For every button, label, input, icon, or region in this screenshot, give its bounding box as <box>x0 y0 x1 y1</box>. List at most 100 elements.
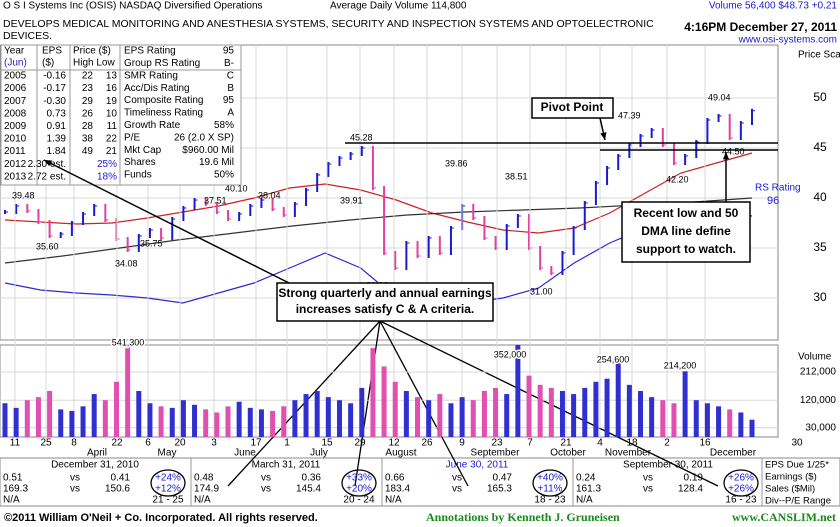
volume-bar <box>426 400 432 437</box>
month-label: September <box>471 448 521 459</box>
date-label: 15 <box>321 438 333 449</box>
volume-bar <box>314 391 320 437</box>
rating-value: 95 <box>223 46 235 57</box>
arrow-head <box>44 160 52 167</box>
volume-bar <box>58 409 64 437</box>
volume-tick-label: 120,000 <box>800 395 837 406</box>
callout-text: increases satisfy C & A criteria. <box>296 302 475 316</box>
table-cell: 13 <box>106 71 118 82</box>
website: www.osi-systems.com <box>738 35 837 46</box>
volume-bar <box>258 409 264 437</box>
quarter-prior: 0.19 <box>684 473 704 484</box>
table-cell: 2012 <box>4 159 27 170</box>
quarter-prior: 0.36 <box>302 473 322 484</box>
price-label: 49.04 <box>708 92 731 102</box>
table-cell: 23 <box>82 83 94 94</box>
table-cell: 38 <box>82 134 94 145</box>
volume-bar <box>704 403 710 437</box>
volume-bar <box>582 387 588 437</box>
volume-bar <box>192 404 198 437</box>
quarter-div: N/A <box>194 495 211 506</box>
rating-name: EPS Rating <box>124 46 176 57</box>
table-header: (Jun) <box>4 58 27 69</box>
date-label: 30 <box>791 438 803 449</box>
quarter-change: +26% <box>728 473 754 484</box>
table-cell: -0.17 <box>43 83 66 94</box>
price-label: 35.60 <box>36 241 59 251</box>
volume-bar <box>493 387 499 437</box>
volume-bar <box>571 394 577 437</box>
description: DEVICES. <box>3 30 52 42</box>
volume-bar <box>169 407 175 437</box>
rating-value: C <box>227 70 234 81</box>
rating-name: Composite Rating <box>124 95 203 106</box>
description: DEVELOPS MEDICAL MONITORING AND ANESTHES… <box>3 18 654 30</box>
y-tick-label: 45 <box>813 140 827 154</box>
date-label: 11 <box>10 438 21 449</box>
month-label: May <box>158 448 177 459</box>
volume-bar <box>303 394 309 437</box>
table-cell: 19 <box>106 96 118 107</box>
price-label: 39.86 <box>445 158 468 168</box>
quarter-change: +20% <box>346 484 372 495</box>
quarter-div: N/A <box>576 495 593 506</box>
y-tick-label: 35 <box>813 240 827 254</box>
table-cell: -0.16 <box>43 71 66 82</box>
volume-bar <box>392 381 398 437</box>
volume-bar <box>158 406 164 437</box>
month-label: August <box>385 448 416 459</box>
volume-peak-label: 541,300 <box>112 337 145 347</box>
volume-bar <box>415 397 421 437</box>
volume-bar <box>247 407 253 437</box>
rating-value: A <box>227 108 234 119</box>
volume-bar <box>203 409 209 437</box>
table-cell: 10 <box>106 108 118 119</box>
volume-bar <box>515 345 521 437</box>
table-cell: 25% <box>97 159 117 170</box>
date-label: 20 <box>174 438 186 449</box>
price-label: 47.39 <box>618 110 641 120</box>
date-label: 22 <box>111 438 123 449</box>
volume-bar <box>125 345 131 437</box>
price-label: 39.48 <box>12 190 35 200</box>
volume-bar <box>738 412 744 437</box>
date-label: 12 <box>388 438 400 449</box>
volume-bar <box>270 410 276 437</box>
volume-bar <box>292 400 298 437</box>
rating-value: 95 <box>223 95 235 106</box>
table-cell: 28 <box>82 121 94 132</box>
vs: vs <box>452 484 462 495</box>
table-cell: -0.30 <box>43 96 66 107</box>
volume-bar <box>147 403 153 437</box>
date-label: 6 <box>145 438 151 449</box>
rating-name: P/E <box>124 132 140 143</box>
volume-bar <box>459 397 465 437</box>
rating-name: SMR Rating <box>124 70 178 81</box>
price-scale-label: Price Scale <box>798 50 840 61</box>
volume-bar <box>638 391 644 437</box>
table-cell: 22 <box>82 71 94 82</box>
quarter-period: March 31, 2011 <box>252 460 321 471</box>
date-label: 7 <box>527 438 533 449</box>
rating-name: Shares <box>124 157 156 168</box>
volume-bar <box>13 407 19 437</box>
callout-line <box>354 320 381 487</box>
quarter-pe: 20 - 24 <box>343 495 375 506</box>
rating-value: $960.00 Mil <box>182 145 234 156</box>
volume-bar <box>381 366 387 437</box>
table-cell: 2008 <box>4 108 27 119</box>
table-cell: 22 <box>106 134 118 145</box>
quarter-pe: 16 - 23 <box>725 495 757 506</box>
quarter-panel <box>0 457 840 507</box>
volume-bar <box>526 375 532 437</box>
table-cell: 0.91 <box>47 121 67 132</box>
date-label: 8 <box>71 438 77 449</box>
volume-bar <box>559 391 565 437</box>
table-cell: 2009 <box>4 121 27 132</box>
volume-bar <box>325 397 331 437</box>
table-cell: 2005 <box>4 71 27 82</box>
callout-line <box>379 320 469 487</box>
volume-bar <box>91 394 97 437</box>
month-label: June <box>234 448 256 459</box>
rating-value: B <box>227 83 234 94</box>
